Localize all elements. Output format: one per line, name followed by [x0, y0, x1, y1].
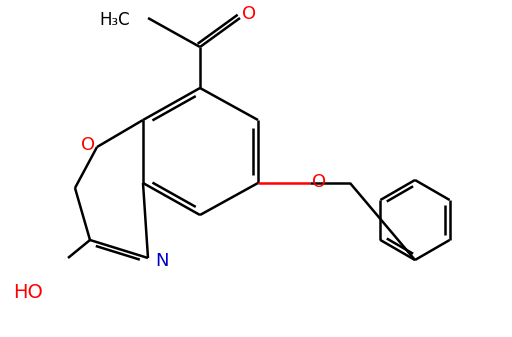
- Text: HO: HO: [13, 283, 43, 303]
- Text: O: O: [242, 5, 256, 23]
- Text: O: O: [81, 136, 95, 154]
- Text: O: O: [312, 173, 326, 191]
- Text: N: N: [155, 252, 169, 270]
- Text: H₃C: H₃C: [99, 11, 130, 29]
